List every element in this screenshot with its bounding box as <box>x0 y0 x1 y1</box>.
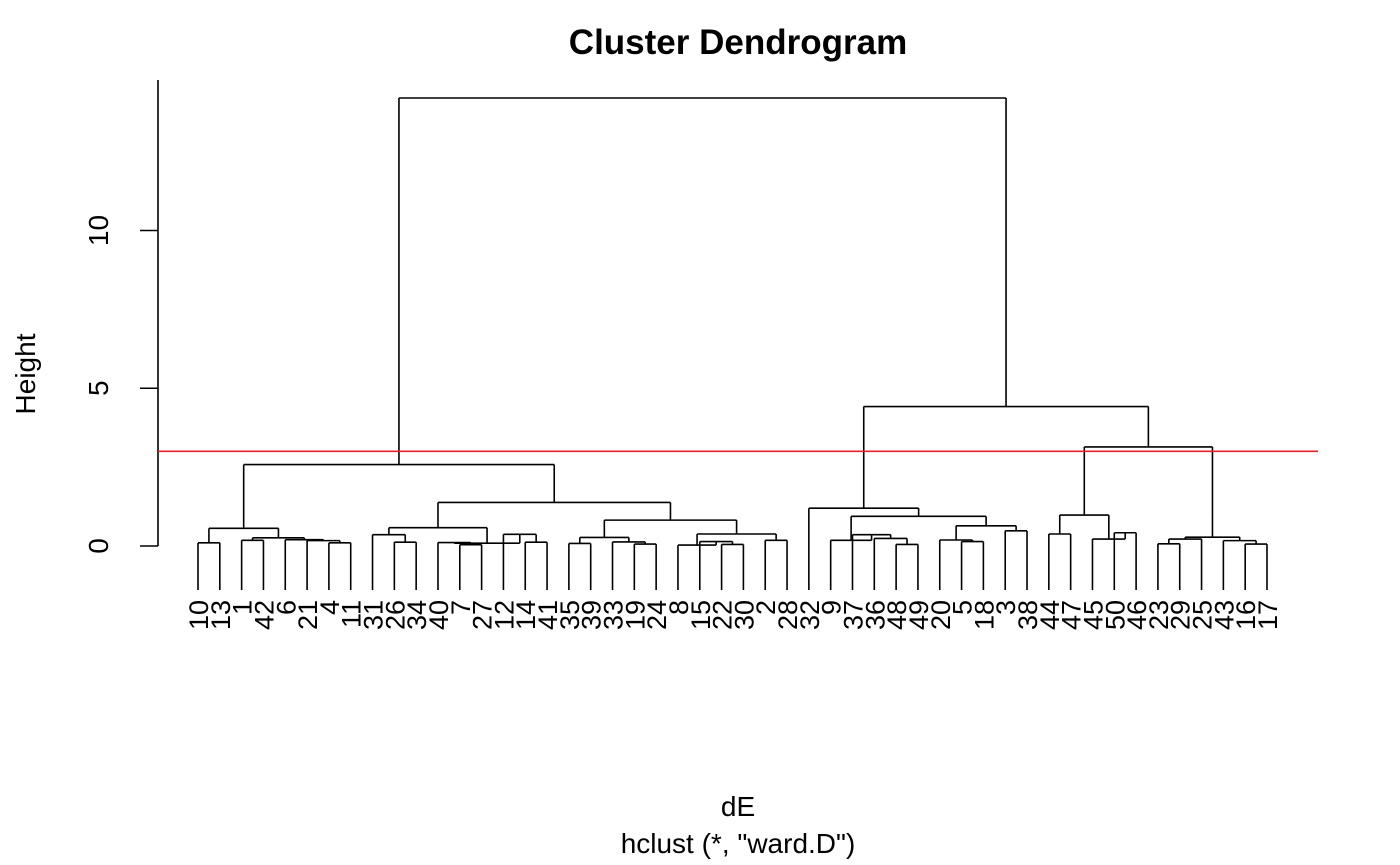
leaf-label-40: 40 <box>424 600 454 630</box>
leaf-label-1: 1 <box>228 600 258 615</box>
leaf-label-2: 2 <box>751 600 781 615</box>
leaf-label-45: 45 <box>1078 600 1108 630</box>
leaf-label-28: 28 <box>773 600 803 630</box>
leaf-label-27: 27 <box>468 600 498 630</box>
leaf-label-50: 50 <box>1100 600 1130 630</box>
leaf-label-43: 43 <box>1209 600 1239 630</box>
leaf-label-22: 22 <box>708 600 738 630</box>
leaf-label-37: 37 <box>838 600 868 630</box>
leaf-label-49: 49 <box>904 600 934 630</box>
leaf-label-29: 29 <box>1166 600 1196 630</box>
leaf-label-26: 26 <box>380 600 410 630</box>
x-axis-sublabel: hclust (*, "ward.D") <box>621 828 856 859</box>
leaf-label-17: 17 <box>1253 600 1283 630</box>
leaf-label-7: 7 <box>446 600 476 615</box>
leaf-label-13: 13 <box>206 600 236 630</box>
leaf-label-42: 42 <box>249 600 279 630</box>
leaf-label-20: 20 <box>926 600 956 630</box>
leaf-label-44: 44 <box>1035 600 1065 630</box>
leaf-label-12: 12 <box>489 600 519 630</box>
leaf-label-31: 31 <box>359 600 389 630</box>
leaf-label-24: 24 <box>642 600 672 630</box>
y-tick-label-0: 0 <box>83 538 114 554</box>
leaf-label-8: 8 <box>664 600 694 615</box>
leaf-label-41: 41 <box>533 600 563 630</box>
leaf-label-15: 15 <box>686 600 716 630</box>
leaf-label-21: 21 <box>293 600 323 630</box>
chart-title: Cluster Dendrogram <box>569 23 907 62</box>
leaf-label-25: 25 <box>1188 600 1218 630</box>
leaf-label-33: 33 <box>599 600 629 630</box>
y-axis-label: Height <box>10 333 41 414</box>
leaf-labels: 1013142621411312634407271214413539331924… <box>184 600 1283 630</box>
leaf-label-9: 9 <box>817 600 847 615</box>
dendrogram-branches <box>197 97 1268 590</box>
leaf-label-39: 39 <box>577 600 607 630</box>
leaf-label-30: 30 <box>729 600 759 630</box>
leaf-label-3: 3 <box>991 600 1021 615</box>
leaf-label-11: 11 <box>337 600 367 628</box>
y-axis: 0 5 10 <box>83 80 159 554</box>
leaf-label-16: 16 <box>1231 600 1261 630</box>
leaf-label-23: 23 <box>1144 600 1174 630</box>
leaf-label-46: 46 <box>1122 600 1152 630</box>
leaf-label-38: 38 <box>1013 600 1043 630</box>
leaf-label-18: 18 <box>969 600 999 630</box>
leaf-label-34: 34 <box>402 600 432 630</box>
leaf-label-35: 35 <box>555 600 585 630</box>
x-axis-label: dE <box>721 791 755 822</box>
leaf-label-19: 19 <box>620 600 650 630</box>
leaf-label-6: 6 <box>271 600 301 615</box>
y-tick-label-10: 10 <box>83 215 114 246</box>
leaf-label-32: 32 <box>795 600 825 630</box>
leaf-label-5: 5 <box>948 600 978 615</box>
y-tick-label-5: 5 <box>83 380 114 396</box>
leaf-label-4: 4 <box>315 600 345 615</box>
leaf-label-47: 47 <box>1057 600 1087 630</box>
leaf-label-14: 14 <box>511 600 541 630</box>
leaf-label-10: 10 <box>184 600 214 630</box>
leaf-label-36: 36 <box>860 600 890 630</box>
leaf-label-48: 48 <box>882 600 912 630</box>
